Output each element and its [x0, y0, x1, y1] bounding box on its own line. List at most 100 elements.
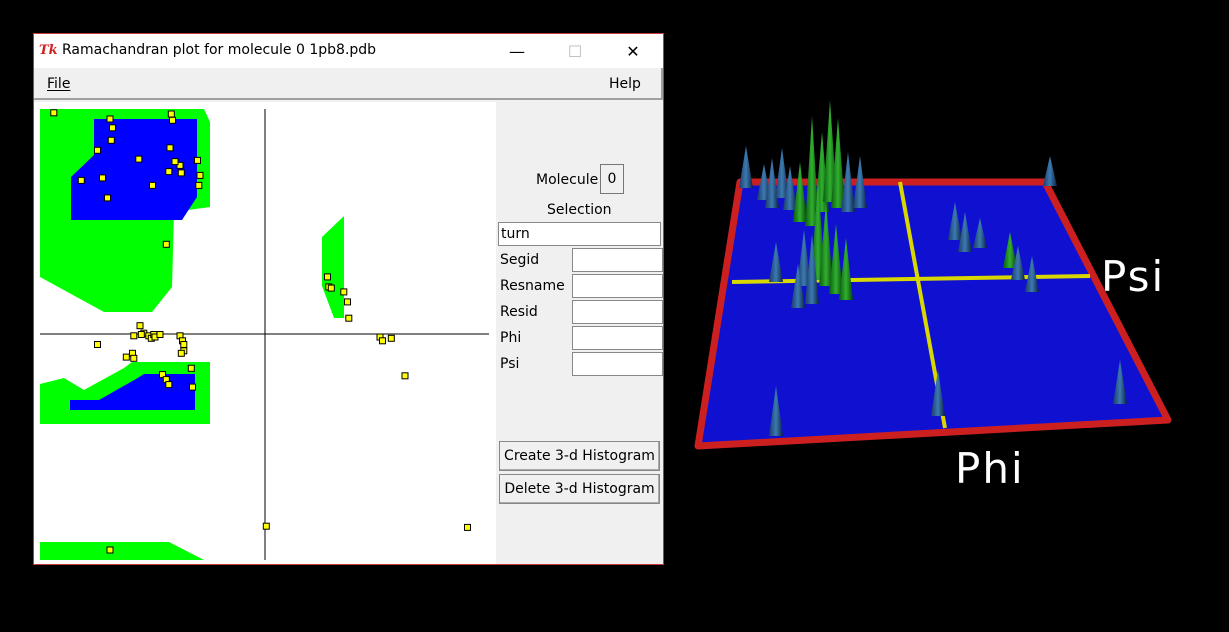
residue-point[interactable] — [195, 181, 203, 189]
histogram-spike — [948, 202, 962, 240]
psi-axis-label-3d: Psi — [1101, 252, 1166, 301]
residue-point[interactable] — [149, 181, 156, 189]
residue-point[interactable] — [189, 383, 196, 391]
residue-point[interactable] — [262, 522, 270, 530]
residue-point[interactable] — [165, 381, 173, 389]
phi-axis-label-3d: Phi — [955, 444, 1025, 493]
create-histogram-button[interactable]: Create 3-d Histogram — [499, 441, 660, 471]
resid-label: Resid — [500, 304, 538, 320]
residue-point[interactable] — [99, 174, 106, 182]
residue-point[interactable] — [327, 284, 335, 292]
residue-point[interactable] — [136, 322, 144, 330]
residue-point[interactable] — [165, 168, 173, 176]
residue-point[interactable] — [180, 341, 188, 348]
histogram-spike — [739, 146, 753, 188]
residue-point[interactable] — [379, 337, 386, 345]
residue-point[interactable] — [324, 273, 331, 281]
histogram-frame — [694, 178, 1172, 450]
title-bar[interactable]: Tk Ramachandran plot for molecule 0 1pb8… — [34, 34, 663, 68]
ramachandran-window: Tk Ramachandran plot for molecule 0 1pb8… — [33, 33, 664, 565]
ramachandran-plot-canvas[interactable] — [34, 102, 496, 565]
histogram-spike — [839, 238, 853, 300]
residue-point[interactable] — [169, 116, 176, 124]
residue-point[interactable] — [135, 155, 143, 163]
histogram-spike — [797, 230, 811, 286]
histogram-spike — [775, 148, 789, 198]
residue-point[interactable] — [194, 156, 201, 164]
histogram-spike — [841, 152, 855, 212]
residue-point[interactable] — [340, 288, 348, 296]
residue-point[interactable] — [387, 334, 395, 342]
segid-field[interactable] — [572, 248, 663, 272]
allowed-region-left-helix — [322, 216, 344, 318]
residue-point[interactable] — [130, 332, 138, 340]
histogram-spike — [805, 116, 819, 226]
residue-point[interactable] — [106, 546, 114, 554]
residue-point[interactable] — [401, 372, 409, 380]
menu-file[interactable]: File — [47, 76, 71, 92]
residue-point[interactable] — [344, 298, 351, 306]
histogram-spike — [769, 386, 783, 436]
residue-point[interactable] — [137, 331, 145, 338]
histogram-spike — [1011, 246, 1025, 280]
residue-point[interactable] — [122, 353, 130, 361]
menu-help[interactable]: Help — [609, 76, 641, 92]
maximize-button[interactable]: ☐ — [552, 36, 598, 66]
histogram-spike — [819, 202, 833, 286]
residue-point[interactable] — [104, 194, 111, 202]
residue-point[interactable] — [464, 523, 471, 531]
residue-point[interactable] — [94, 341, 101, 348]
histogram-spike — [829, 224, 843, 294]
phi-label: Phi — [500, 330, 522, 346]
close-icon: ✕ — [626, 41, 640, 61]
residue-point[interactable] — [345, 314, 353, 322]
delete-histogram-button[interactable]: Delete 3-d Histogram — [499, 474, 660, 504]
residue-point[interactable] — [50, 109, 58, 117]
close-button[interactable]: ✕ — [610, 36, 656, 66]
histogram-spike — [791, 264, 805, 308]
residue-point[interactable] — [162, 240, 170, 248]
histogram-spike — [1113, 360, 1127, 404]
residue-point[interactable] — [106, 115, 114, 123]
residue-point[interactable] — [177, 169, 185, 177]
histogram-3d-view[interactable] — [680, 90, 1200, 510]
histogram-spike — [783, 166, 797, 210]
residue-point[interactable] — [176, 161, 184, 169]
residue-point[interactable] — [77, 176, 85, 184]
selection-input[interactable] — [498, 222, 661, 246]
residue-point[interactable] — [187, 364, 195, 372]
histogram-spike — [958, 212, 972, 252]
residue-point[interactable] — [196, 171, 204, 179]
minimize-button[interactable]: — — [494, 36, 540, 66]
window-title: Ramachandran plot for molecule 0 1pb8.pd… — [62, 42, 377, 58]
histogram-spike — [831, 118, 845, 208]
residue-point[interactable] — [109, 124, 116, 132]
residue-point[interactable] — [159, 371, 166, 379]
histogram-spike — [811, 180, 825, 280]
residue-point[interactable] — [171, 158, 179, 166]
residue-point[interactable] — [94, 146, 101, 154]
residue-point[interactable] — [156, 331, 164, 338]
phi-field[interactable] — [572, 326, 663, 350]
minimize-icon: — — [509, 41, 525, 61]
histogram-spike — [793, 162, 807, 222]
histogram-spike — [1003, 232, 1017, 268]
histogram-spike — [769, 242, 783, 282]
resname-label: Resname — [500, 278, 565, 294]
psi-label: Psi — [500, 356, 520, 372]
residue-point[interactable] — [167, 110, 175, 118]
selection-label: Selection — [547, 202, 612, 218]
molecule-button[interactable]: 0 — [600, 164, 624, 194]
resname-field[interactable] — [572, 274, 663, 298]
psi-field[interactable] — [572, 352, 663, 376]
residue-point[interactable] — [166, 144, 174, 152]
histogram-spike — [1025, 256, 1039, 292]
residue-point[interactable] — [130, 354, 138, 362]
ramachandran-plot[interactable] — [34, 102, 496, 565]
core-region-beta — [71, 119, 197, 220]
residue-point[interactable] — [107, 136, 115, 144]
resid-field[interactable] — [572, 300, 663, 324]
histogram-3d-canvas[interactable] — [680, 90, 1200, 510]
residue-point[interactable] — [177, 349, 185, 357]
segid-label: Segid — [500, 252, 540, 268]
